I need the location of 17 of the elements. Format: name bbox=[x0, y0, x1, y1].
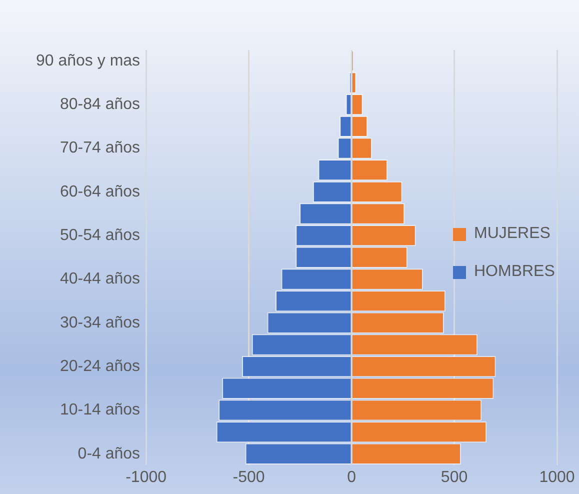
y-tick-label: 40-44 años bbox=[60, 270, 140, 288]
legend-label: MUJERES bbox=[474, 225, 550, 243]
y-tick-label: 90 años y mas bbox=[36, 52, 140, 70]
x-tick-label: -500 bbox=[232, 468, 265, 486]
y-tick-label: 50-54 años bbox=[60, 226, 140, 244]
x-tick-label: -1000 bbox=[126, 468, 167, 486]
y-tick-label: 80-84 años bbox=[60, 96, 140, 113]
y-tick-label: 20-24 años bbox=[60, 358, 140, 375]
y-tick-label: 30-34 años bbox=[60, 314, 140, 332]
y-tick-label: 60-64 años bbox=[60, 183, 140, 200]
y-tick-label: 70-74 años bbox=[60, 140, 140, 157]
legend-label: HOMBRES bbox=[474, 263, 555, 281]
x-tick-label: 1000 bbox=[539, 468, 575, 486]
x-tick-label: 500 bbox=[440, 468, 468, 486]
x-tick-label: 0 bbox=[347, 468, 356, 486]
y-tick-label: 10-14 años bbox=[60, 402, 140, 419]
y-tick-label: 0-4 años bbox=[78, 445, 140, 462]
